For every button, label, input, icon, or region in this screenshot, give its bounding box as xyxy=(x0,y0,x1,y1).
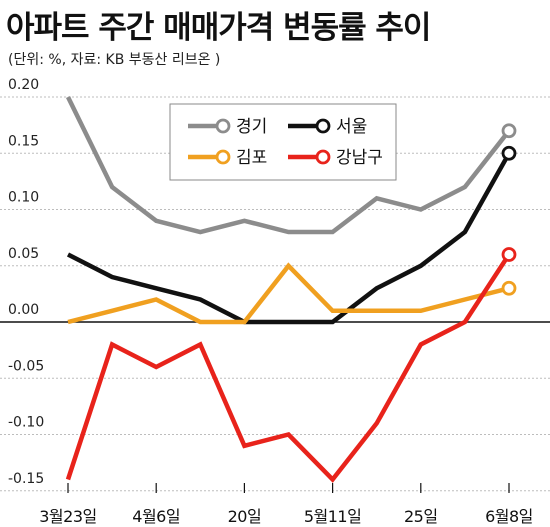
y-tick-label: 0.10 xyxy=(8,190,39,206)
x-tick-label: 3월23일 xyxy=(39,507,96,526)
x-tick-label: 6월8일 xyxy=(485,507,533,526)
y-tick-label: -0.05 xyxy=(8,358,44,374)
series-line-김포 xyxy=(67,262,510,325)
series-end-marker-김포 xyxy=(501,280,517,296)
series-lines xyxy=(65,96,517,483)
x-tick-label: 25일 xyxy=(404,507,438,526)
legend-label: 강남구 xyxy=(336,148,383,168)
series-end-marker-경기 xyxy=(501,123,517,139)
y-tick-label: 0.15 xyxy=(8,133,39,149)
y-tick-label: -0.15 xyxy=(8,471,44,487)
legend-marker xyxy=(315,118,331,134)
x-axis-ticks: 3월23일 4월6일 20일 5월11일 25일 6월8일 xyxy=(39,483,533,526)
legend-marker xyxy=(215,118,231,134)
legend-marker xyxy=(215,149,231,165)
legend-label: 경기 xyxy=(236,117,267,137)
x-tick-label: 20일 xyxy=(228,507,262,526)
series-line-서울 xyxy=(66,152,511,325)
legend-box xyxy=(169,103,397,181)
legend-label: 서울 xyxy=(336,117,367,137)
chart-subtitle: (단위: %, 자료: KB 부동산 리브온 ) xyxy=(8,52,221,68)
y-tick-label: -0.10 xyxy=(8,415,44,431)
series-end-marker-강남구 xyxy=(501,247,517,262)
y-tick-label: 0.00 xyxy=(8,302,39,318)
series-line-강남구 xyxy=(65,253,511,483)
x-tick-label: 4월6일 xyxy=(132,507,180,526)
legend-label: 김포 xyxy=(236,148,267,168)
chart-title: 아파트 주간 매매가격 변동률 추이 xyxy=(6,10,431,46)
y-tick-label: 0.05 xyxy=(8,246,39,262)
series-line-경기 xyxy=(65,96,511,235)
y-axis-ticks: 0.20 0.15 0.10 0.05 0.00 -0.05 -0.10 -0.15 xyxy=(8,77,44,487)
legend-marker xyxy=(315,149,331,165)
x-tick-label: 5월11일 xyxy=(304,507,361,526)
y-tick-label: 0.20 xyxy=(8,77,39,93)
series-end-marker-서울 xyxy=(501,145,517,161)
